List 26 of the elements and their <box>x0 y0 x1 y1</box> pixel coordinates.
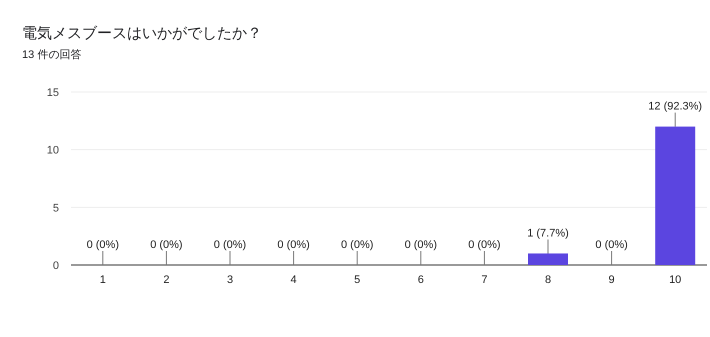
data-label: 0 (0%) <box>214 239 246 251</box>
data-label: 0 (0%) <box>86 239 120 251</box>
x-tick-label: 10 <box>669 274 682 286</box>
data-label: 12 (92.3%) <box>648 100 702 113</box>
data-label: 0 (0%) <box>404 239 438 251</box>
y-tick-label: 15 <box>46 87 59 99</box>
x-tick-label: 8 <box>544 274 552 286</box>
x-tick-label: 9 <box>608 274 615 286</box>
x-tick-label: 5 <box>354 274 360 286</box>
x-tick-label: 7 <box>481 274 488 286</box>
x-tick-label: 1 <box>100 274 106 286</box>
x-tick-label: 4 <box>290 274 297 286</box>
data-label: 0 (0%) <box>340 239 374 251</box>
y-tick-label: 10 <box>46 144 59 157</box>
data-label: 0 (0%) <box>277 239 310 251</box>
chart-title: 電気メスブースはいかがでしたか？ <box>22 25 262 42</box>
data-label: 1 (7.7%) <box>527 227 569 240</box>
x-tick-label: 3 <box>226 274 234 286</box>
chart-subtitle: 13 件の回答 <box>22 49 82 61</box>
x-tick-label: 6 <box>418 274 424 286</box>
data-label: 0 (0%) <box>468 239 501 251</box>
data-label: 0 (0%) <box>150 239 183 251</box>
data-label: 0 (0%) <box>595 239 628 251</box>
x-tick-label: 2 <box>163 274 170 286</box>
y-tick-label: 0 <box>52 260 59 272</box>
y-tick-label: 5 <box>52 202 59 214</box>
